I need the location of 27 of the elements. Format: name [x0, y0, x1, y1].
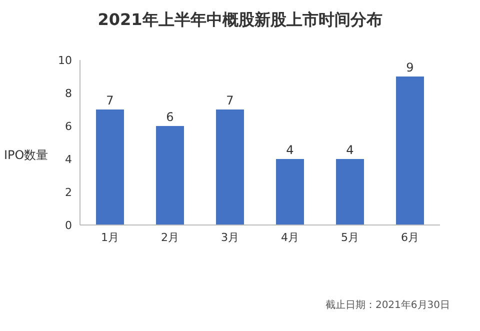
data-label: 6 [166, 110, 174, 124]
chart-title: 2021年上半年中概股新股上市时间分布 [96, 10, 384, 31]
bar [156, 126, 184, 225]
data-label: 7 [226, 94, 234, 108]
bar [216, 110, 244, 225]
y-tick-label: 0 [65, 218, 72, 232]
x-tick-label: 3月 [221, 230, 239, 244]
x-tick-label: 1月 [101, 230, 119, 244]
data-label: 4 [346, 143, 354, 157]
data-label: 9 [406, 60, 414, 74]
y-tick-label: 8 [65, 86, 72, 100]
y-tick-label: 4 [65, 152, 72, 166]
x-tick-label: 2月 [161, 230, 179, 244]
data-label: 4 [286, 143, 294, 157]
y-tick-label: 2 [65, 186, 72, 199]
y-tick-label: 6 [65, 120, 72, 133]
text: 截止日期：2021年6月30日 [325, 298, 450, 312]
bar [276, 159, 304, 225]
bar [336, 159, 364, 225]
y-tick-label: 10 [58, 54, 72, 67]
bar [396, 76, 424, 225]
bar [96, 110, 124, 225]
x-tick-label: 6月 [401, 230, 419, 244]
x-tick-label: 5月 [341, 230, 359, 244]
y-axis-title: IPO数量 [4, 147, 48, 164]
data-label: 7 [106, 94, 114, 108]
x-tick-label: 4月 [281, 230, 299, 244]
